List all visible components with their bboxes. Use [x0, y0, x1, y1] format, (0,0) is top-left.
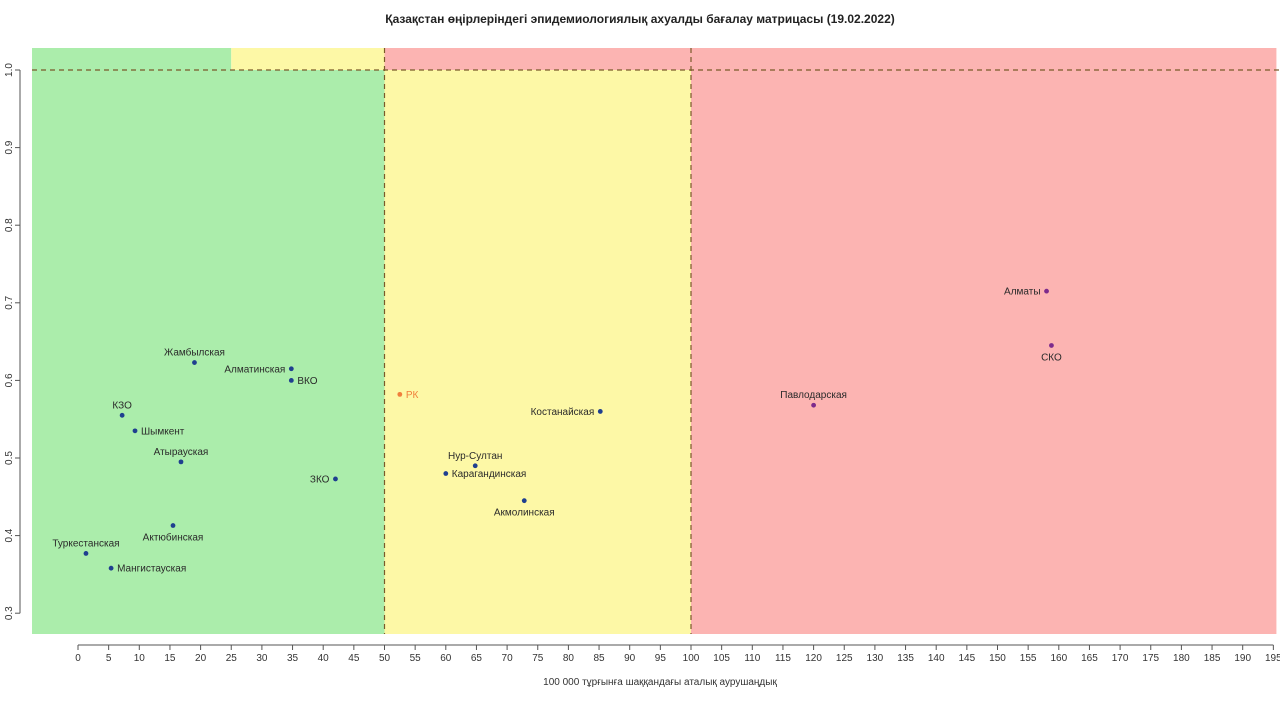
x-tick-label: 70 — [502, 653, 514, 664]
x-tick-label: 160 — [1050, 653, 1067, 664]
x-tick-label: 95 — [655, 653, 667, 664]
top-band-segment — [384, 48, 1277, 70]
chart-title: Қазақстан өңірлеріндегі эпидемиологиялық… — [385, 12, 895, 26]
y-tick-label: 1.0 — [4, 63, 15, 77]
x-tick-label: 5 — [106, 653, 112, 664]
x-tick-label: 45 — [348, 653, 360, 664]
x-tick-label: 55 — [410, 653, 422, 664]
x-tick-label: 155 — [1020, 653, 1037, 664]
data-point — [132, 428, 138, 434]
x-tick-label: 165 — [1081, 653, 1098, 664]
data-point — [83, 551, 89, 556]
x-tick-label: 120 — [805, 653, 822, 664]
data-point — [521, 498, 527, 504]
data-label: СКО — [1041, 352, 1062, 363]
data-point — [178, 459, 184, 465]
x-tick-label: 60 — [440, 653, 452, 664]
data-point — [811, 402, 816, 408]
zone-red — [691, 70, 1277, 634]
x-tick-label: 195 — [1265, 653, 1280, 664]
data-label: Шымкент — [141, 426, 185, 437]
data-point — [597, 409, 603, 414]
zone-yellow — [384, 70, 691, 634]
data-label: Актюбинская — [143, 532, 204, 544]
axes-layer: 0 5 10 15 20 25 30 35 40 45 50 55 60 65 70 75 80 85 90 95 10… — [4, 63, 1280, 664]
x-tick-label: 125 — [836, 653, 853, 664]
data-label: Алматы — [1004, 287, 1041, 298]
y-tick-label: 0.3 — [4, 606, 15, 620]
top-band-segment — [32, 48, 232, 70]
x-tick-label: 100 — [683, 653, 700, 664]
x-tick-label: 50 — [379, 653, 391, 664]
x-tick-label: 190 — [1234, 653, 1251, 664]
x-tick-label: 170 — [1112, 653, 1129, 664]
x-tick-label: 150 — [989, 653, 1006, 664]
x-tick-label: 10 — [134, 653, 146, 664]
x-tick-label: 175 — [1142, 653, 1159, 664]
x-tick-label: 130 — [867, 653, 884, 664]
x-tick-label: 110 — [744, 653, 760, 664]
x-tick-label: 0 — [75, 653, 81, 664]
y-tick-label: 0.4 — [4, 528, 15, 542]
data-point — [443, 471, 449, 476]
data-point — [397, 391, 403, 397]
x-tick-label: 65 — [471, 653, 483, 664]
data-point — [192, 360, 197, 365]
zone-green — [32, 70, 385, 634]
top-band-segment — [231, 48, 385, 70]
data-label: Атырауская — [154, 447, 209, 458]
x-tick-label: 35 — [287, 653, 299, 664]
reference-lines-layer — [32, 48, 1280, 634]
x-tick-label: 30 — [256, 653, 268, 664]
data-point — [170, 523, 176, 528]
x-tick-label: 180 — [1173, 653, 1190, 664]
data-point — [108, 565, 114, 571]
data-point — [288, 366, 294, 372]
data-label: Алматинская — [224, 364, 285, 375]
data-label: РК — [406, 390, 419, 401]
data-label: ЗКО — [310, 474, 330, 485]
data-label: ВКО — [297, 376, 317, 387]
x-tick-label: 140 — [928, 653, 945, 664]
points-layer: Жамбылская Алматинская ВКО КЗО Шымкент Атырау… — [52, 287, 1062, 575]
data-label: Павлодарская — [780, 390, 847, 401]
data-point — [1044, 288, 1049, 294]
y-tick-label: 0.5 — [4, 451, 15, 465]
x-tick-label: 80 — [563, 653, 575, 664]
data-point — [1049, 343, 1054, 348]
x-tick-label: 75 — [532, 653, 544, 664]
data-label: Костанайская — [531, 407, 595, 418]
y-tick-label: 0.9 — [4, 140, 15, 154]
data-point — [333, 476, 338, 482]
y-tick-label: 0.7 — [4, 295, 15, 309]
x-tick-label: 25 — [226, 653, 238, 664]
data-point — [288, 378, 294, 383]
data-point — [472, 463, 478, 469]
data-point — [119, 412, 125, 418]
x-tick-label: 105 — [713, 653, 730, 664]
data-label: Мангистауская — [117, 564, 186, 575]
data-label: Жамбылская — [164, 347, 225, 359]
x-tick-label: 145 — [959, 653, 976, 664]
x-tick-label: 15 — [164, 653, 176, 664]
x-tick-label: 85 — [593, 653, 605, 664]
x-tick-label: 20 — [195, 653, 207, 664]
x-axis-label: 100 000 тұрғынға шаққандағы аталық ауруш… — [543, 677, 777, 688]
zones-layer — [32, 48, 1277, 634]
data-label: Туркестанская — [52, 538, 119, 549]
x-tick-label: 90 — [624, 653, 636, 664]
x-tick-label: 40 — [318, 653, 330, 664]
data-label: Нур-Султан — [448, 451, 502, 462]
y-tick-label: 0.8 — [4, 218, 15, 232]
y-tick-label: 0.6 — [4, 373, 15, 387]
data-label: КЗО — [112, 400, 132, 411]
x-tick-label: 115 — [775, 653, 791, 664]
x-tick-label: 135 — [897, 653, 914, 664]
data-label: Карагандинская — [452, 469, 527, 480]
x-tick-label: 185 — [1204, 653, 1221, 664]
data-label: Акмолинская — [494, 508, 555, 519]
